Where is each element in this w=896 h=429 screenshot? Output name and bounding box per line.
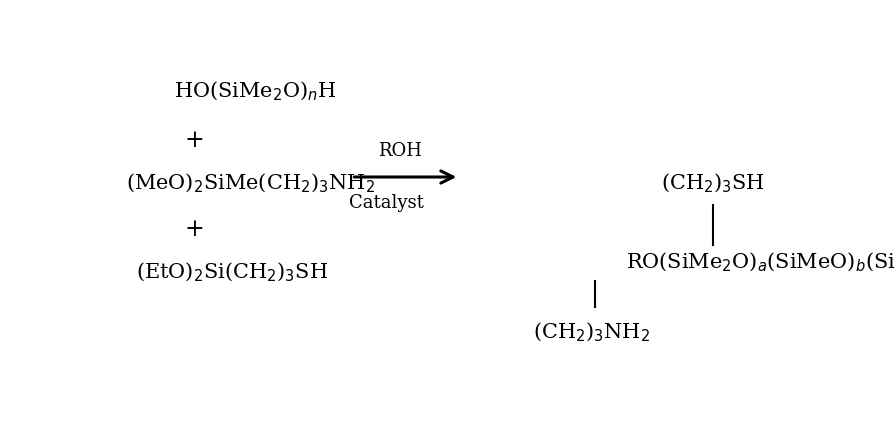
Text: +: + <box>185 129 204 152</box>
Text: (CH$_2$)$_3$SH: (CH$_2$)$_3$SH <box>660 172 764 195</box>
Text: (MeO)$_2$SiMe(CH$_2$)$_3$NH$_2$: (MeO)$_2$SiMe(CH$_2$)$_3$NH$_2$ <box>125 172 375 195</box>
Text: (CH$_2$)$_3$NH$_2$: (CH$_2$)$_3$NH$_2$ <box>532 320 650 344</box>
Text: RO(SiMe$_2$O)$_a$(SiMeO)$_b$(SiMeO)$_c$R: RO(SiMe$_2$O)$_a$(SiMeO)$_b$(SiMeO)$_c$R <box>626 251 896 275</box>
Text: (EtO)$_2$Si(CH$_2$)$_3$SH: (EtO)$_2$Si(CH$_2$)$_3$SH <box>136 261 329 284</box>
Text: HO(SiMe$_2$O)$_n$H: HO(SiMe$_2$O)$_n$H <box>175 79 337 103</box>
Text: Catalyst: Catalyst <box>349 194 424 212</box>
Text: ROH: ROH <box>378 142 422 160</box>
Text: +: + <box>185 218 204 242</box>
